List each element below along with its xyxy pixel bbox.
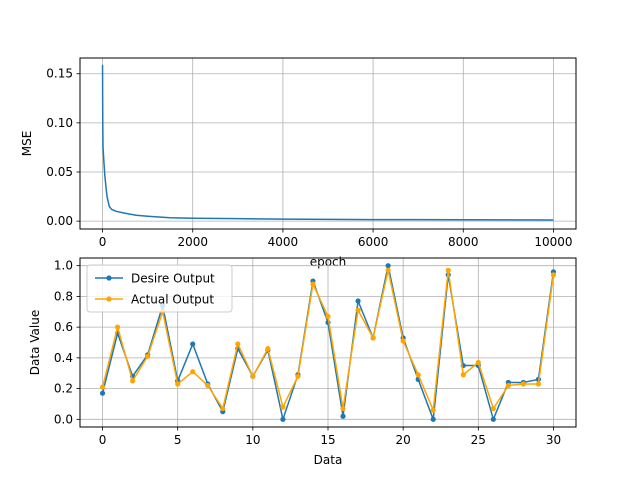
legend: Desire Output Actual Output — [86, 264, 233, 313]
actual-output-point — [505, 382, 511, 389]
data-value-y-tick-label: 0.4 — [54, 351, 73, 365]
mse-x-tick-label: 4000 — [268, 235, 299, 249]
data-value-x-tick-label: 30 — [546, 433, 561, 447]
data-value-ticks: 0 5 10 15 20 25 30 0.0 0.2 0.4 0.6 0.8 1.0 — [54, 259, 561, 447]
actual-output-point — [490, 405, 496, 412]
desire-output-point — [280, 416, 286, 422]
actual-output-point — [205, 382, 211, 389]
actual-output-point — [175, 381, 181, 387]
data-value-x-tick-label: 15 — [320, 433, 335, 447]
actual-output-point — [430, 407, 436, 413]
data-value-y-tick-label: 0.8 — [54, 289, 73, 303]
mse-subplot: 0 2000 4000 6000 8000 10000 0.00 0.05 0.10 0.15 M… — [20, 57, 577, 269]
mse-series — [101, 64, 554, 221]
actual-output-point — [190, 369, 196, 375]
data-value-x-tick-label: 5 — [174, 433, 182, 447]
desire-output-point — [490, 416, 496, 422]
mse-ticks: 0 2000 4000 6000 8000 10000 0.00 0.05 0.10 0.15 — [46, 67, 572, 249]
actual-output-point — [355, 307, 361, 313]
data-value-series — [99, 263, 557, 422]
mse-grid — [80, 58, 576, 229]
actual-output-point — [130, 378, 136, 384]
actual-output-point — [460, 372, 466, 378]
data-value-y-tick-label: 0.0 — [54, 412, 73, 426]
actual-output-point — [325, 313, 331, 319]
mse-y-tick-label: 0.05 — [46, 165, 73, 179]
actual-output-point — [445, 267, 451, 273]
data-value-x-tick-label: 10 — [245, 433, 260, 447]
data-value-x-axis-label: Data — [314, 453, 343, 467]
actual-output-point — [535, 381, 542, 387]
actual-output-point — [415, 372, 421, 378]
legend-box — [86, 264, 233, 313]
actual-output-point — [220, 405, 226, 412]
actual-output-point — [99, 384, 106, 390]
actual-output-point — [265, 346, 271, 352]
mse-y-tick-label: 0.15 — [46, 67, 73, 81]
actual-output-point — [310, 281, 316, 287]
data-value-y-tick-label: 1.0 — [54, 259, 73, 273]
desire-output-point — [340, 413, 346, 419]
actual-output-point — [385, 267, 391, 273]
actual-output-point — [250, 373, 256, 379]
mse-y-tick-label: 0.10 — [46, 116, 73, 130]
actual-output-point — [145, 353, 151, 359]
actual-output-point — [550, 272, 557, 278]
desire-output-point — [430, 416, 436, 422]
data-value-x-tick-label: 0 — [99, 433, 107, 447]
mse-axes-frame — [79, 57, 577, 230]
legend-item-actual-output: Actual Output — [95, 293, 214, 307]
data-value-subplot: 0 5 10 15 20 25 30 0.0 0.2 0.4 0.6 0.8 1.0 Data Valu… — [28, 257, 577, 467]
data-value-y-tick-label: 0.6 — [54, 320, 73, 334]
mse-x-tick-label: 8000 — [448, 235, 479, 249]
mse-y-axis-label: MSE — [20, 131, 34, 157]
mse-x-tick-label: 10000 — [534, 235, 572, 249]
actual-output-point — [280, 404, 286, 410]
legend-item-desire-output: Desire Output — [95, 272, 215, 286]
legend-marker-desire-output — [106, 275, 112, 281]
legend-label-desire-output: Desire Output — [131, 272, 215, 286]
actual-output-point — [114, 324, 121, 330]
actual-output-point — [520, 381, 526, 387]
actual-output-point — [235, 341, 241, 347]
legend-marker-actual-output — [106, 296, 112, 302]
legend-label-actual-output: Actual Output — [131, 293, 214, 307]
mse-line — [101, 64, 554, 221]
desire-output-point — [99, 390, 106, 396]
actual-output-point — [475, 359, 481, 366]
actual-output-point — [370, 335, 376, 341]
actual-output-point — [295, 373, 301, 379]
mse-x-tick-label: 6000 — [358, 235, 389, 249]
desire-output-point — [355, 298, 361, 304]
desire-output-point — [190, 341, 196, 347]
desire-output-point — [385, 263, 391, 269]
mse-x-tick-label: 2000 — [177, 235, 208, 249]
mse-x-tick-label: 0 — [99, 235, 107, 249]
data-value-y-tick-label: 0.2 — [54, 382, 73, 396]
data-value-x-tick-label: 20 — [396, 433, 411, 447]
actual-output-point — [340, 405, 346, 412]
mse-y-tick-label: 0.00 — [46, 214, 73, 228]
data-value-x-tick-label: 25 — [471, 433, 486, 447]
actual-output-point — [400, 338, 406, 344]
data-value-y-axis-label: Data Value — [28, 310, 42, 375]
